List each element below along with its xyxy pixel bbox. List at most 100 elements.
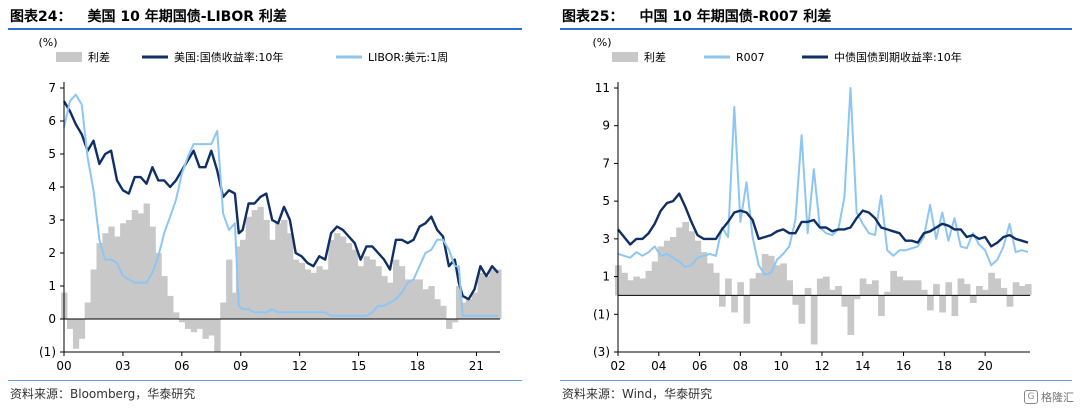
area-bar [292,259,300,319]
area-bar [143,203,150,319]
series-line [617,87,1029,276]
area-bar [72,319,80,349]
area-bar [452,319,459,323]
y-tick-label: 3 [602,232,610,246]
chart-right: (%) 利差 R007 中债国债到期收益率:10年 (3) (1) 1 3 5 7 9 11 02 04 0… [592,36,1032,373]
area-bar [663,240,671,296]
area-bar [263,220,270,319]
area-bar [67,319,74,329]
area-bar [416,279,423,319]
watermark-logo-icon: G [1024,390,1038,404]
area-bar [477,272,484,319]
x-tick-label: 18 [410,359,425,373]
area-bar [226,259,233,319]
area-bar [792,295,800,305]
area-bar [645,270,653,296]
area-bar [859,278,867,296]
legend-label: 美国:国债收益率:10年 [174,50,283,64]
area-bar [440,305,447,319]
area-bar [173,312,180,319]
chart-panel-left: 图表24： 美国 10 年期国债-LIBOR 利差 (%) 利差 美国:国债收益率:1… [0,0,530,409]
area-bar [345,243,353,319]
y-tick-label: 11 [595,81,610,95]
area-bar [120,223,127,319]
y-tick-label: (3) [593,345,610,359]
area-bar [951,295,959,317]
area-bar [357,266,364,319]
x-tick-label: 06 [174,359,189,373]
source-note: 资料来源：Wind，华泰研究 [562,387,713,401]
y-tick-label: (1) [593,307,610,321]
y-tick-label: 7 [602,156,610,170]
chart-left: (%)利差 美国:国债收益率:10年 LIBOR:美元:1周(1)012345670… [38,36,502,373]
area-bar [245,216,252,319]
area-bar [743,295,751,324]
y-tick-label: 9 [602,119,610,133]
area-bar [137,213,144,319]
y-unit-label: (%) [38,36,57,49]
x-tick-label: 16 [896,359,911,373]
area-bar [902,280,910,296]
area-bar [657,246,665,296]
area-bar [927,295,934,311]
area-bar [890,270,897,296]
area-bar [847,295,855,335]
area-bar [310,272,317,319]
chart-panel-right: 图表25： 中国 10 年期国债-R007 利差 (%) 利差 R007 中债国债到期收… [552,0,1080,409]
area-bar [810,295,818,345]
area-bar [976,286,983,296]
x-tick-label: 10 [774,359,789,373]
series-line [63,93,498,317]
area-bar [287,233,294,319]
x-tick-label: 20 [977,359,992,373]
area-bar [269,239,276,319]
area-bar [214,319,221,352]
area-bar [334,233,341,319]
area-bar [731,295,738,313]
area-bar [404,279,412,319]
area-bar [455,286,463,319]
y-tick-label: 1 [602,270,610,284]
area-bar [96,243,103,319]
area-bar [446,319,453,329]
area-bar [651,261,659,296]
area-bar [202,319,209,339]
y-tick-label: (1) [39,345,56,359]
area-bar [945,282,953,296]
y-tick-label: 4 [48,180,56,194]
area-bar [706,263,714,296]
area-bar [1000,287,1008,296]
area-bar [275,223,282,319]
source-note: 资料来源：Bloomberg，华泰研究 [10,387,196,401]
legend-swatch [612,52,638,62]
area-bar [125,220,133,319]
area-bar [179,319,186,323]
area-bar [933,284,940,296]
chart-title-left: 图表24： 美国 10 年期国债-LIBOR 利差 [10,6,287,26]
area-bar [428,286,435,319]
x-tick-label: 08 [733,359,748,373]
area-bar [298,262,306,319]
footer-divider [8,380,522,381]
chart-title-text: 中国 10 年期国债-R007 利差 [639,9,832,25]
area-bar [816,278,824,296]
area-bar [920,289,928,296]
area-bar [853,295,861,300]
area-bar [633,276,640,296]
area-bar [878,295,885,317]
area-bar [393,259,400,319]
area-bar [994,278,1001,296]
area-bar [375,266,382,319]
y-unit-label: (%) [592,36,611,49]
area-bar [719,295,726,307]
area-bar [914,280,922,296]
area-bar [621,272,628,296]
area-bar [196,319,203,329]
area-bar [155,253,162,319]
legend-label: 中债国债到期收益率:10年 [834,50,962,64]
y-tick-label: 1 [48,279,56,293]
area-bar [804,287,812,296]
area-bar [755,272,763,296]
area-bar [939,295,946,313]
area-bar [340,236,347,319]
